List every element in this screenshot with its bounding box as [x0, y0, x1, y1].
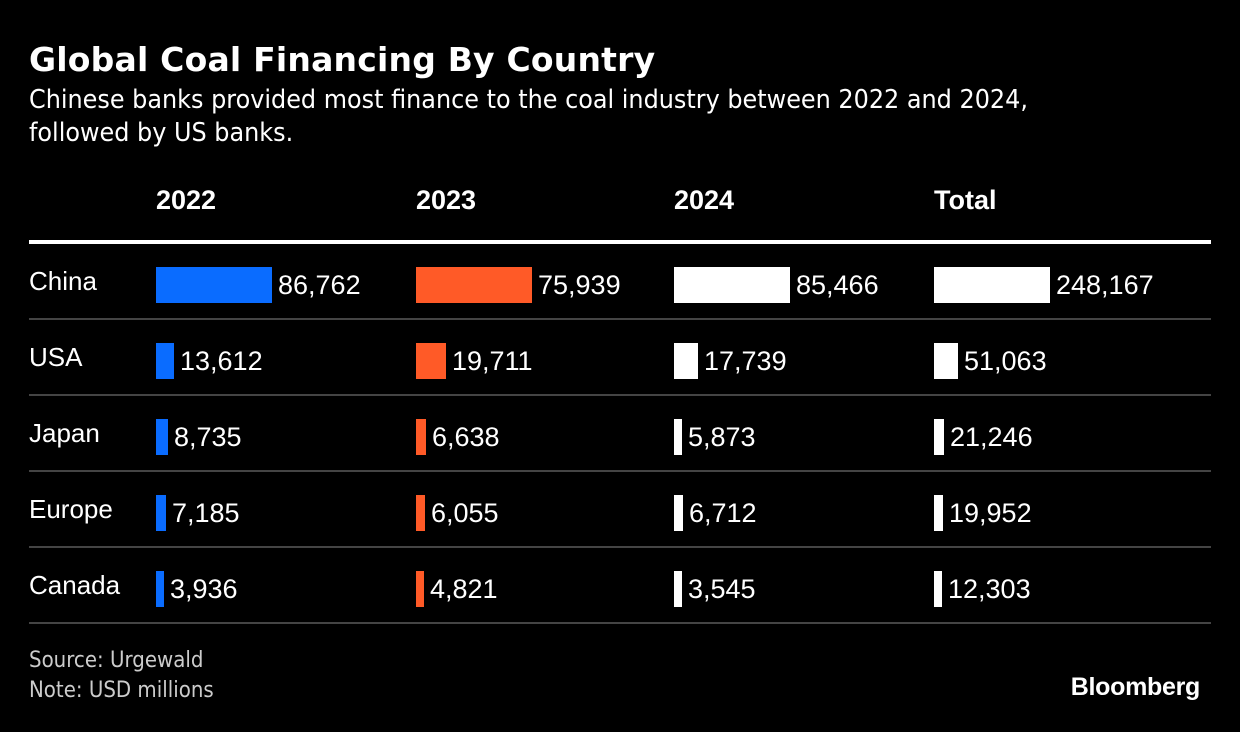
table-row: Canada 3,936 4,821 3,545 12,303 — [29, 548, 1211, 624]
bar-2023-china — [416, 267, 532, 303]
cell-2023: 6,055 — [416, 495, 499, 531]
bar-2022-china — [156, 267, 272, 303]
row-label: Europe — [29, 494, 113, 524]
value-label: 12,303 — [948, 573, 1031, 604]
cell-2022: 7,185 — [156, 495, 240, 531]
value-label: 5,873 — [688, 421, 756, 452]
bar-2023-japan — [416, 419, 426, 455]
bar-2024-japan — [674, 419, 682, 455]
row-label: USA — [29, 342, 83, 372]
value-label: 6,638 — [432, 421, 500, 452]
bar-total-japan — [934, 419, 944, 455]
table-row: USA 13,612 19,711 17,739 51,063 — [29, 320, 1211, 396]
bar-total-china — [934, 267, 1050, 303]
bar-2022-usa — [156, 343, 174, 379]
bar-2023-europe — [416, 495, 425, 531]
row-label: Canada — [29, 570, 121, 600]
cell-2022: 8,735 — [156, 419, 242, 455]
units-note: Note: USD millions — [29, 678, 214, 703]
bar-total-europe — [934, 495, 943, 531]
bar-2023-usa — [416, 343, 446, 379]
column-header-2022: 2022 — [156, 185, 217, 215]
bar-2024-usa — [674, 343, 698, 379]
bar-2022-japan — [156, 419, 168, 455]
cell-2024: 17,739 — [674, 343, 787, 379]
bar-2022-canada — [156, 571, 164, 607]
cell-total: 19,952 — [934, 495, 1032, 531]
table-row: China 86,762 75,939 85,466 248,167 — [29, 244, 1211, 320]
value-label: 248,167 — [1056, 269, 1154, 300]
cell-2023: 4,821 — [416, 571, 498, 607]
value-label: 6,712 — [689, 497, 757, 528]
value-label: 13,612 — [180, 345, 263, 376]
row-divider — [29, 622, 1211, 624]
cell-2023: 6,638 — [416, 419, 500, 455]
cell-total: 21,246 — [934, 419, 1033, 455]
cell-total: 51,063 — [934, 343, 1047, 379]
cell-total: 248,167 — [934, 267, 1154, 303]
value-label: 3,936 — [170, 573, 238, 604]
cell-total: 12,303 — [934, 571, 1031, 607]
cell-2022: 3,936 — [156, 571, 238, 607]
source-note: Source: Urgewald — [29, 648, 204, 673]
bar-total-usa — [934, 343, 958, 379]
row-divider — [29, 318, 1211, 320]
column-header-2024: 2024 — [674, 185, 735, 215]
chart-subtitle: Chinese banks provided most finance to t… — [29, 85, 1028, 148]
column-header-2023: 2023 — [416, 185, 477, 215]
value-label: 19,711 — [452, 345, 533, 376]
value-label: 75,939 — [538, 269, 621, 300]
cell-2024: 5,873 — [674, 419, 756, 455]
bloomberg-logo: Bloomberg — [1070, 673, 1201, 701]
row-divider — [29, 470, 1211, 472]
bar-2024-china — [674, 267, 790, 303]
header-rule — [29, 240, 1211, 244]
value-label: 21,246 — [950, 421, 1033, 452]
cell-2022: 13,612 — [156, 343, 263, 379]
value-label: 86,762 — [278, 269, 361, 300]
column-header-total: Total — [934, 185, 997, 215]
value-label: 85,466 — [796, 269, 879, 300]
value-label: 19,952 — [949, 497, 1032, 528]
value-label: 7,185 — [172, 497, 240, 528]
table-row: Japan 8,735 6,638 5,873 21,246 — [29, 396, 1211, 472]
bar-2022-europe — [156, 495, 166, 531]
row-label: Japan — [29, 418, 100, 448]
row-label: China — [29, 266, 97, 296]
cell-2024: 6,712 — [674, 495, 757, 531]
bar-2024-europe — [674, 495, 683, 531]
cell-2023: 19,711 — [416, 343, 533, 379]
table-row: Europe 7,185 6,055 6,712 19,952 — [29, 472, 1211, 548]
cell-2024: 85,466 — [674, 267, 879, 303]
bar-total-canada — [934, 571, 942, 607]
value-label: 3,545 — [688, 573, 756, 604]
bar-2024-canada — [674, 571, 682, 607]
cell-2024: 3,545 — [674, 571, 756, 607]
cell-2022: 86,762 — [156, 267, 361, 303]
value-label: 4,821 — [430, 573, 498, 604]
bar-2023-canada — [416, 571, 424, 607]
row-divider — [29, 394, 1211, 396]
value-label: 17,739 — [704, 345, 787, 376]
value-label: 8,735 — [174, 421, 242, 452]
cell-2023: 75,939 — [416, 267, 621, 303]
chart-title: Global Coal Financing By Country — [29, 40, 656, 79]
row-divider — [29, 546, 1211, 548]
value-label: 51,063 — [964, 345, 1047, 376]
value-label: 6,055 — [431, 497, 499, 528]
